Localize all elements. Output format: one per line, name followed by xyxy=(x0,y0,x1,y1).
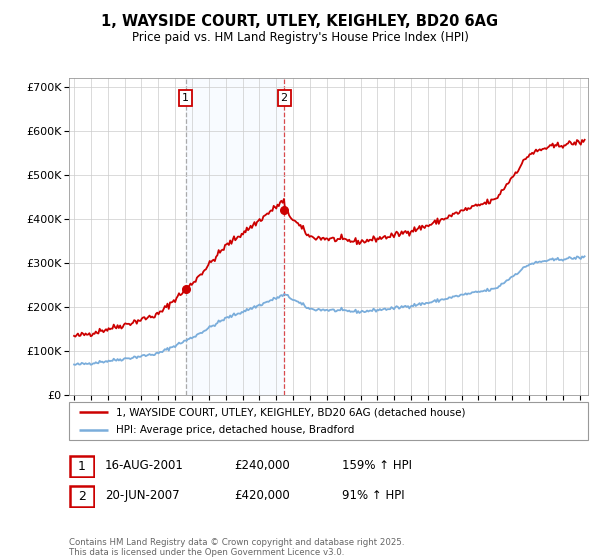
Text: 1: 1 xyxy=(182,93,189,103)
Text: 20-JUN-2007: 20-JUN-2007 xyxy=(105,489,179,502)
Text: £240,000: £240,000 xyxy=(234,459,290,473)
Text: 1: 1 xyxy=(78,460,86,473)
FancyBboxPatch shape xyxy=(69,402,588,440)
FancyBboxPatch shape xyxy=(70,486,94,507)
Text: Price paid vs. HM Land Registry's House Price Index (HPI): Price paid vs. HM Land Registry's House … xyxy=(131,31,469,44)
Text: 16-AUG-2001: 16-AUG-2001 xyxy=(105,459,184,473)
Text: 2: 2 xyxy=(281,93,288,103)
Text: 2: 2 xyxy=(78,489,86,503)
Text: 91% ↑ HPI: 91% ↑ HPI xyxy=(342,489,404,502)
Text: 1, WAYSIDE COURT, UTLEY, KEIGHLEY, BD20 6AG: 1, WAYSIDE COURT, UTLEY, KEIGHLEY, BD20 … xyxy=(101,14,499,29)
Text: £420,000: £420,000 xyxy=(234,489,290,502)
Text: Contains HM Land Registry data © Crown copyright and database right 2025.
This d: Contains HM Land Registry data © Crown c… xyxy=(69,538,404,557)
Text: 159% ↑ HPI: 159% ↑ HPI xyxy=(342,459,412,473)
Text: HPI: Average price, detached house, Bradford: HPI: Average price, detached house, Brad… xyxy=(116,425,354,435)
Bar xyxy=(185,78,284,395)
FancyBboxPatch shape xyxy=(70,456,94,477)
Text: 1, WAYSIDE COURT, UTLEY, KEIGHLEY, BD20 6AG (detached house): 1, WAYSIDE COURT, UTLEY, KEIGHLEY, BD20 … xyxy=(116,407,465,417)
